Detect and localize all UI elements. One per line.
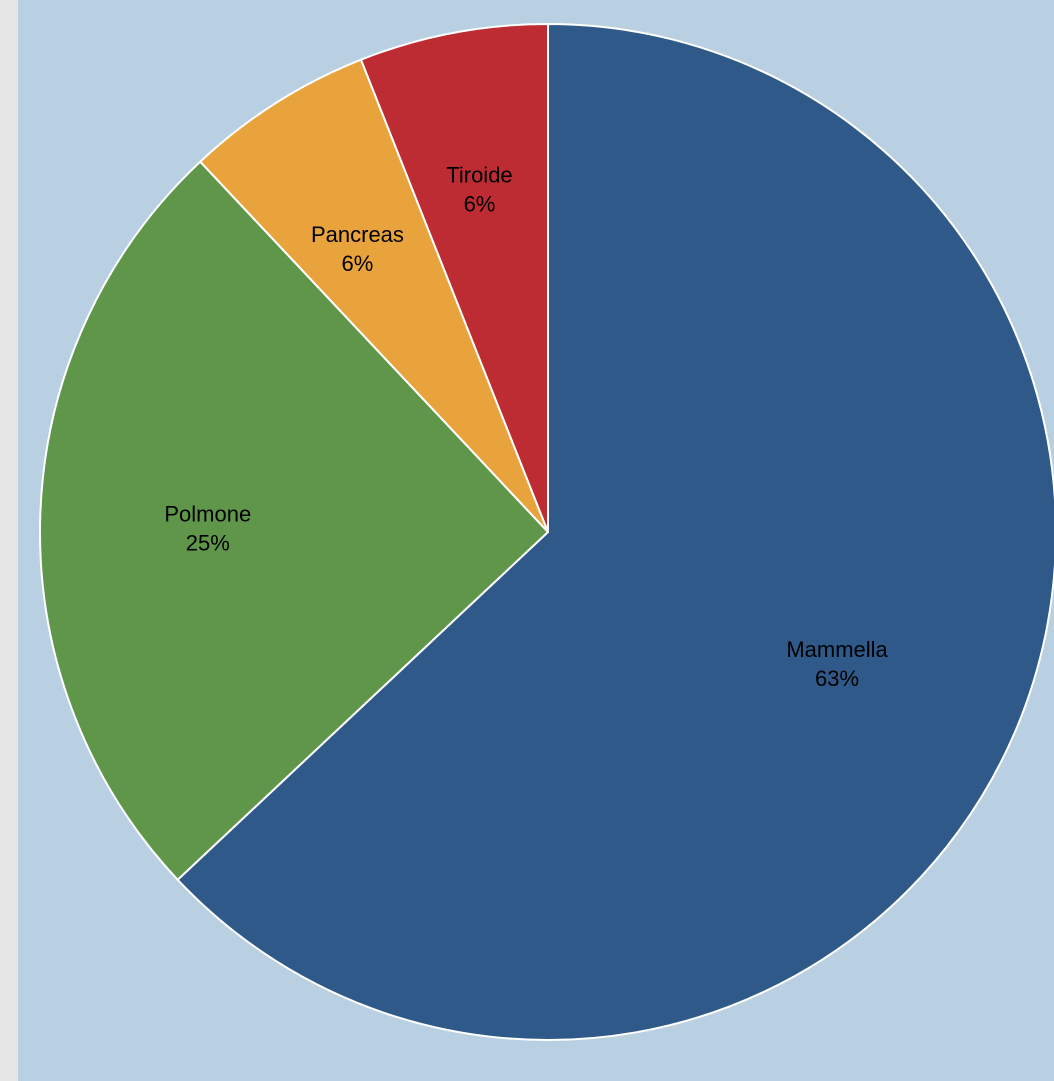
pie-slice-mammella (176, 23, 1054, 1041)
data-label-name: Mammella (786, 637, 888, 662)
data-label-pancreas: Pancreas 6% (311, 222, 404, 276)
data-label-percent: 25% (186, 530, 230, 555)
pie-slice-pancreas (199, 58, 549, 533)
data-label-percent: 6% (342, 251, 374, 276)
data-label-percent: 63% (815, 666, 859, 691)
data-label-percent: 6% (464, 192, 496, 217)
data-label-mammella: Mammella 63% (786, 637, 888, 691)
data-label-tiroide: Tiroide 6% (446, 163, 512, 217)
pie-slice-polmone (39, 160, 549, 881)
pie-labels: Mammella 63% Polmone 25% Pancreas 6% Tiroide 6% (164, 163, 888, 691)
pie-slices (39, 23, 1054, 1041)
pie-slice-tiroide (359, 23, 549, 533)
data-label-name: Tiroide (446, 163, 512, 188)
data-label-name: Polmone (164, 501, 251, 526)
data-label-name: Pancreas (311, 222, 404, 247)
data-label-polmone: Polmone 25% (164, 501, 251, 555)
